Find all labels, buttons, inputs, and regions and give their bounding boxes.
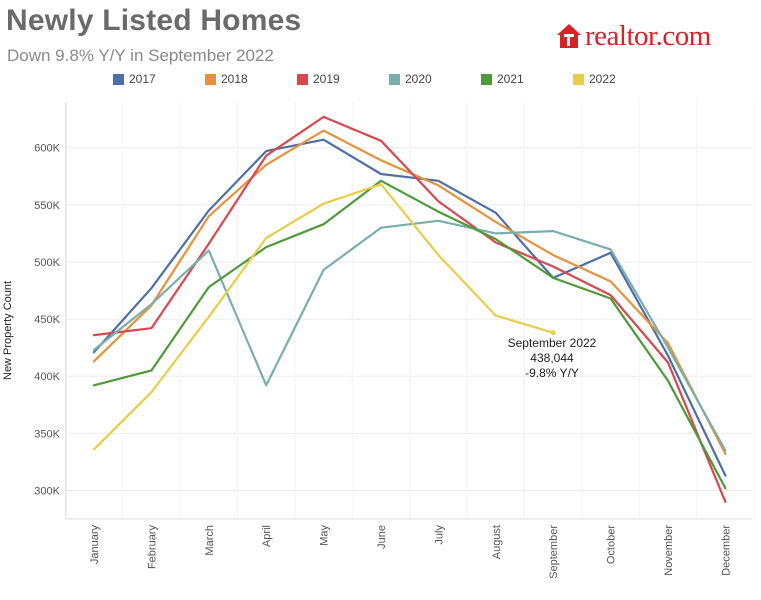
legend-swatch	[205, 73, 216, 85]
annotation-label: September 2022	[507, 336, 597, 350]
legend-label: 2020	[405, 72, 432, 86]
legend-item-2017: 2017	[113, 72, 156, 86]
x-tick-label: December	[720, 525, 732, 576]
series-line-2017	[92, 138, 727, 477]
chart-annotation: September 2022 438,044 -9.8% Y/Y	[492, 336, 612, 381]
chart-subtitle: Down 9.8% Y/Y in September 2022	[7, 46, 274, 65]
logo-wordmark: realtor.com	[585, 19, 711, 52]
series-line-2021	[92, 179, 727, 490]
x-tick-label: August	[491, 525, 503, 559]
x-tick-label: June	[376, 525, 388, 549]
legend-swatch	[113, 73, 124, 85]
chart-legend: 2017 2018 2019 2020 2021 2022	[0, 72, 761, 92]
legend-label: 2022	[589, 72, 616, 86]
x-tick-label: May	[319, 525, 331, 546]
legend-item-2018: 2018	[205, 72, 248, 86]
series-line-2019	[92, 115, 727, 503]
x-tick-label: January	[89, 525, 101, 565]
legend-label: 2017	[129, 72, 156, 86]
y-tick-label: 500K	[34, 257, 60, 269]
x-tick-label: November	[663, 525, 675, 576]
y-tick-label: 350K	[34, 428, 60, 440]
annotation-value: 438,044	[530, 351, 574, 365]
house-icon	[557, 24, 581, 48]
y-tick-label: 550K	[34, 200, 60, 212]
legend-swatch	[573, 73, 584, 85]
x-tick-label: February	[146, 525, 158, 570]
series-line-2022	[92, 183, 555, 451]
series-line-2018	[92, 129, 727, 455]
x-tick-label: October	[606, 525, 618, 564]
annotation-point	[550, 330, 556, 336]
legend-label: 2019	[313, 72, 340, 86]
legend-label: 2021	[497, 72, 524, 86]
realtor-logo: realtor.com	[556, 18, 756, 54]
legend-item-2020: 2020	[389, 72, 432, 86]
x-tick-label: September	[548, 525, 560, 579]
x-tick-label: April	[261, 525, 273, 547]
legend-item-2022: 2022	[573, 72, 616, 86]
legend-item-2019: 2019	[297, 72, 340, 86]
legend-swatch	[389, 73, 400, 85]
annotation-change: -9.8% Y/Y	[525, 366, 579, 380]
y-tick-label: 300K	[34, 485, 60, 497]
y-axis-label: New Property Count	[2, 280, 14, 380]
series-line-2020	[92, 219, 727, 452]
x-tick-label: March	[204, 525, 216, 556]
legend-label: 2018	[221, 72, 248, 86]
legend-swatch	[481, 73, 492, 85]
x-tick-label: July	[433, 525, 445, 545]
chart-title: Newly Listed Homes	[6, 4, 302, 37]
legend-swatch	[297, 73, 308, 85]
y-tick-label: 450K	[34, 314, 60, 326]
legend-item-2021: 2021	[481, 72, 524, 86]
y-tick-label: 400K	[34, 371, 60, 383]
y-tick-label: 600K	[34, 143, 60, 155]
